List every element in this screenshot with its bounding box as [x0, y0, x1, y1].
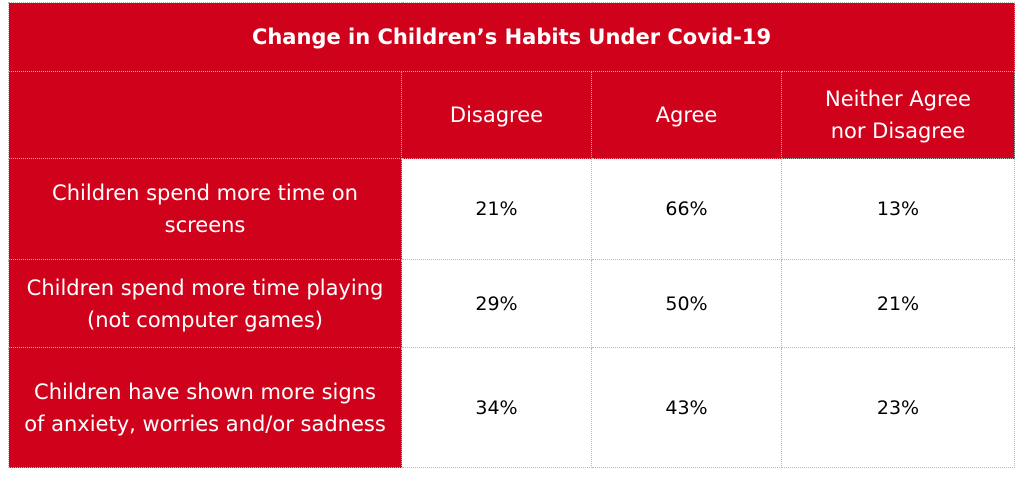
cell-disagree: 21%: [401, 158, 592, 260]
cell-disagree: 34%: [401, 347, 592, 468]
header-agree: Agree: [591, 71, 782, 159]
cell-disagree: 29%: [401, 259, 592, 348]
header-empty-cell: [8, 71, 402, 159]
title-row: Change in Children’s Habits Under Covid-…: [8, 2, 1015, 72]
header-disagree: Disagree: [401, 71, 592, 159]
cell-neither: 23%: [781, 347, 1015, 468]
row-label: Children spend more time playing (not co…: [8, 259, 402, 348]
header-row: Disagree Agree Neither Agree nor Disagre…: [8, 71, 1015, 159]
row-label: Children spend more time on screens: [8, 158, 402, 260]
cell-agree: 66%: [591, 158, 782, 260]
cell-agree: 50%: [591, 259, 782, 348]
cell-agree: 43%: [591, 347, 782, 468]
cell-neither: 13%: [781, 158, 1015, 260]
table-row: Children spend more time playing (not co…: [8, 259, 1015, 348]
table-row: Children spend more time on screens 21% …: [8, 158, 1015, 260]
habits-table: Change in Children’s Habits Under Covid-…: [8, 2, 1015, 468]
row-label: Children have shown more signs of anxiet…: [8, 347, 402, 468]
table-title: Change in Children’s Habits Under Covid-…: [8, 2, 1015, 72]
header-neither: Neither Agree nor Disagree: [781, 71, 1015, 159]
cell-neither: 21%: [781, 259, 1015, 348]
table-row: Children have shown more signs of anxiet…: [8, 347, 1015, 468]
